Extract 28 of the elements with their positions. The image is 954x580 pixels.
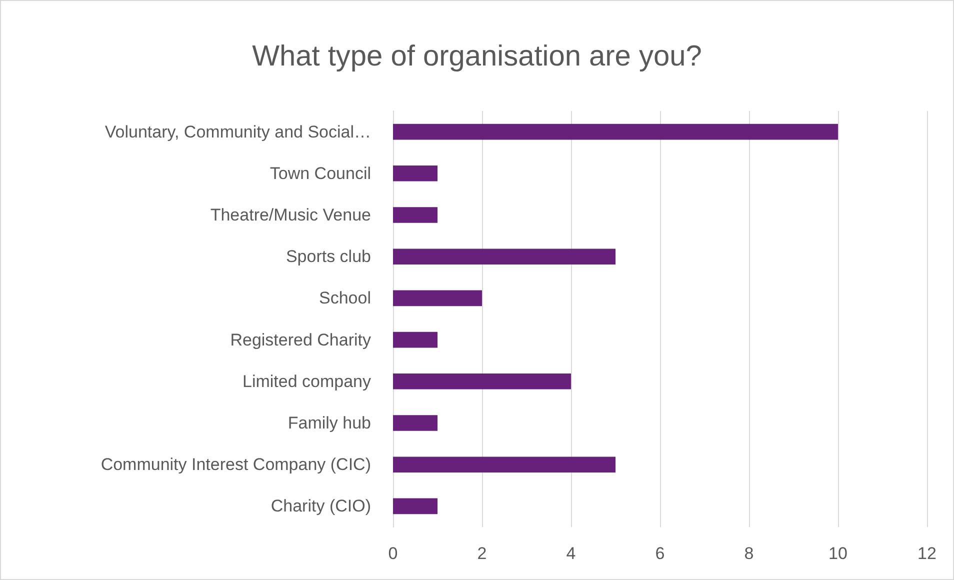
bar [393,332,438,348]
chart-title: What type of organisation are you? [252,40,702,72]
bar [393,248,616,265]
y-tick-label: School [319,288,371,308]
bar [393,456,616,473]
y-tick-label: Family hub [288,414,371,432]
y-tick-label: Town Council [270,164,371,183]
bar [393,124,838,140]
bar [393,290,482,306]
y-tick-label: Community Interest Company (CIC) [100,455,371,474]
x-tick-label: 4 [566,544,576,563]
y-tick-label: Charity (CIO) [270,496,371,516]
x-tick-label: 8 [744,544,754,563]
y-tick-label: Sports club [286,247,371,266]
y-tick-label: Theatre/Music Venue [210,206,371,224]
x-tick-label: 10 [828,544,848,563]
x-tick-label: 12 [918,544,936,563]
x-tick-label: 6 [655,544,665,563]
x-tick-label: 2 [477,544,487,563]
bar [393,207,438,223]
y-tick-label: Limited company [242,372,372,391]
bar [393,498,438,514]
bar [393,415,438,431]
bar [393,165,438,182]
y-tick-label: Registered Charity [230,330,372,350]
bar [393,373,571,390]
y-tick-label: Voluntary, Community and Social… [104,122,371,142]
x-tick-label: 0 [388,544,398,563]
